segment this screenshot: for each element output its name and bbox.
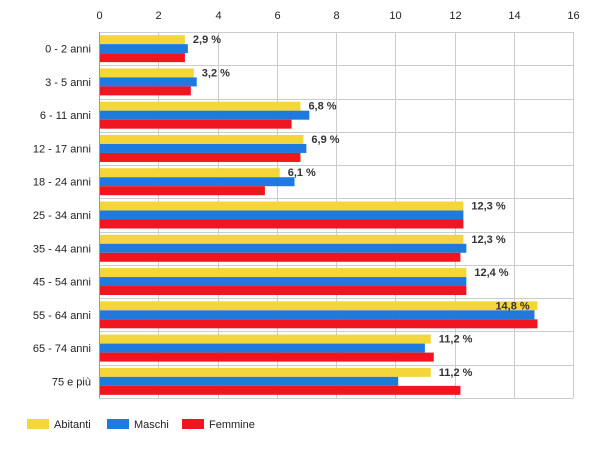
legend-swatch-abitanti [27, 419, 49, 429]
bar-abitanti [100, 168, 280, 178]
bar-femmine [100, 186, 265, 196]
bar-abitanti [100, 35, 185, 45]
y-tick-label: 45 - 54 anni [33, 277, 91, 289]
bar-maschi [100, 210, 464, 220]
y-tick-label: 18 - 24 anni [33, 177, 91, 189]
bar-femmine [100, 252, 461, 262]
bar-femmine [100, 385, 461, 395]
x-tick-label: 16 [567, 10, 579, 22]
bar-femmine [100, 53, 185, 63]
bar-maschi [100, 277, 467, 287]
bar-abitanti [100, 101, 301, 111]
bar-femmine [100, 219, 464, 229]
x-tick-label: 4 [215, 10, 221, 22]
x-tick-label: 12 [449, 10, 461, 22]
data-label: 6,8 % [308, 101, 336, 113]
bar-femmine [100, 352, 434, 362]
y-tick-label: 55 - 64 anni [33, 310, 91, 322]
y-tick-label: 0 - 2 anni [45, 44, 91, 56]
bar-femmine [100, 119, 292, 129]
bar-maschi [100, 243, 467, 253]
bar-femmine [100, 286, 467, 296]
data-label: 3,2 % [202, 67, 230, 79]
bar-abitanti [100, 201, 464, 211]
data-label: 6,9 % [311, 134, 339, 146]
x-tick-label: 14 [508, 10, 520, 22]
legend-swatch-maschi [107, 419, 129, 429]
x-tick-label: 8 [333, 10, 339, 22]
bar-abitanti [100, 68, 194, 78]
bar-maschi [100, 310, 535, 320]
bar-maschi [100, 376, 399, 386]
data-label: 12,3 % [471, 234, 505, 246]
data-label: 14,8 % [495, 300, 529, 312]
data-label: 6,1 % [288, 167, 316, 179]
x-tick-label: 0 [96, 10, 102, 22]
data-label: 2,9 % [193, 34, 221, 46]
x-tick-label: 6 [274, 10, 280, 22]
legend-label-femmine: Femmine [209, 419, 255, 431]
data-label: 12,4 % [474, 267, 508, 279]
bar-abitanti [100, 367, 431, 377]
data-label: 12,3 % [471, 201, 505, 213]
y-tick-label: 25 - 34 anni [33, 210, 91, 222]
y-tick-label: 3 - 5 anni [45, 77, 91, 89]
data-label: 11,2 % [439, 334, 473, 346]
x-tick-label: 10 [389, 10, 401, 22]
legend-swatch-femmine [182, 419, 204, 429]
bar-maschi [100, 110, 310, 120]
legend-label-maschi: Maschi [134, 419, 169, 431]
bar-maschi [100, 143, 307, 153]
bar-maschi [100, 44, 188, 54]
bar-maschi [100, 177, 295, 187]
data-label: 11,2 % [439, 367, 473, 379]
bar-abitanti [100, 268, 467, 278]
y-tick-label: 65 - 74 anni [33, 343, 91, 355]
legend-label-abitanti: Abitanti [54, 419, 91, 431]
y-tick-label: 75 e più [52, 376, 91, 388]
x-tick-label: 2 [155, 10, 161, 22]
y-tick-label: 12 - 17 anni [33, 143, 91, 155]
bar-femmine [100, 319, 538, 329]
bar-femmine [100, 86, 191, 96]
bar-femmine [100, 152, 301, 162]
bar-maschi [100, 343, 425, 353]
bar-maschi [100, 77, 197, 87]
bar-abitanti [100, 334, 431, 344]
bar-abitanti [100, 301, 538, 311]
bar-abitanti [100, 234, 464, 244]
y-tick-label: 35 - 44 anni [33, 243, 91, 255]
bar-abitanti [100, 134, 304, 144]
y-tick-label: 6 - 11 anni [40, 110, 91, 122]
